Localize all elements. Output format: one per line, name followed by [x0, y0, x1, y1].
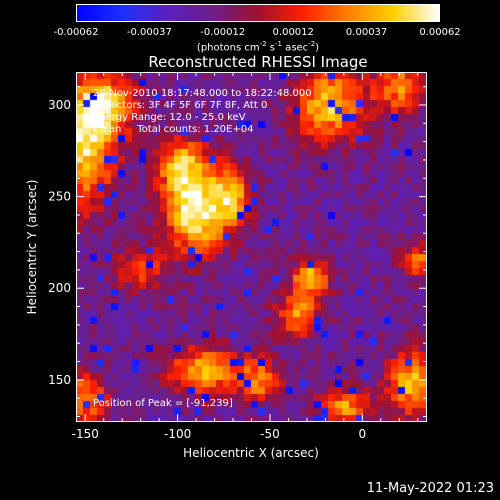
plot-area: -150 -100 -50 0 150 200 250 300 28-Nov-2010 18:…	[48, 72, 427, 441]
y-tick-label: 150	[48, 373, 71, 387]
chart-title: Reconstructed RHESSI Image	[148, 53, 368, 71]
colorbar-tick-label: 0.00062	[419, 27, 461, 38]
colorbar-tick-label: -0.00037	[126, 27, 172, 38]
y-axis-label: Heliocentric Y (arcsec)	[25, 179, 39, 315]
colorbar-tick-label: 0.00012	[272, 27, 314, 38]
annotation-detectors: Detectors: 3F 4F 5F 6F 7F 8F, Att 0	[93, 100, 268, 111]
x-tick-label: -50	[260, 427, 280, 441]
heatmap-image	[76, 72, 427, 422]
colorbar-gradient	[77, 5, 439, 21]
annotation-peak-position: Position of Peak = [-91,239]	[93, 398, 233, 409]
colorbar-tick-label: -0.00012	[200, 27, 246, 38]
timestamp: 11-May-2022 01:23	[366, 481, 494, 496]
colorbar	[76, 4, 440, 22]
x-axis-label: Heliocentric X (arcsec)	[183, 446, 319, 460]
y-tick-label: 200	[48, 281, 71, 295]
y-tick-label: 250	[48, 190, 71, 204]
y-tick-label: 300	[48, 98, 71, 112]
annotation-method: Clean Total counts: 1.20E+04	[93, 124, 254, 135]
colorbar-tick-label: -0.00062	[53, 27, 99, 38]
annotation-energy-range: Energy Range: 12.0 - 25.0 keV	[93, 112, 246, 123]
axes: -150 -100 -50 0 150 200 250 300	[48, 72, 427, 441]
x-tick-label: -100	[164, 427, 191, 441]
x-tick-label: 0	[359, 427, 367, 441]
annotation-time-range: 28-Nov-2010 18:17:48.000 to 18:22:48.000	[93, 88, 312, 99]
colorbar-tick-label: 0.00037	[345, 27, 388, 38]
colorbar-units-label: (photons cm-2 s-1 asec-2)	[196, 40, 320, 54]
x-tick-label: -150	[72, 427, 99, 441]
